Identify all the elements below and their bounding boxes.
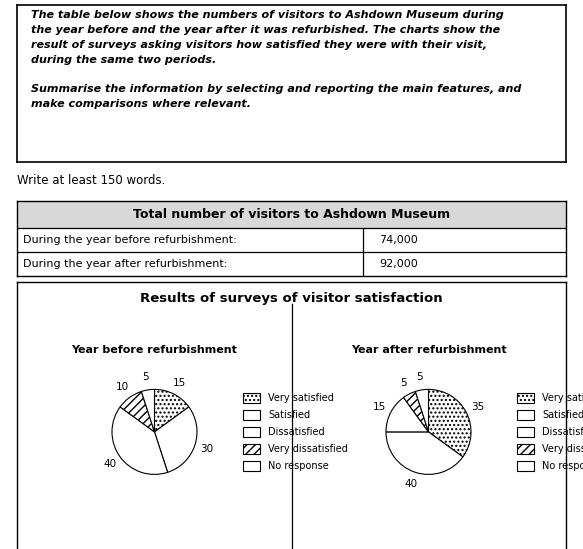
Bar bbox=[17, 201, 566, 228]
Text: 5: 5 bbox=[416, 372, 423, 382]
Legend: Very satisfied, Satisfied, Dissatisfied, Very dissatisfied, No response: Very satisfied, Satisfied, Dissatisfied,… bbox=[239, 389, 352, 475]
Title: Year after refurbishment: Year after refurbishment bbox=[351, 345, 506, 355]
Wedge shape bbox=[154, 407, 197, 472]
Text: Write at least 150 words.: Write at least 150 words. bbox=[17, 173, 166, 187]
Text: 74,000: 74,000 bbox=[379, 235, 418, 245]
Text: 40: 40 bbox=[103, 460, 117, 469]
Wedge shape bbox=[141, 389, 154, 432]
Wedge shape bbox=[386, 432, 463, 474]
Text: 15: 15 bbox=[173, 378, 186, 388]
Text: Results of surveys of visitor satisfaction: Results of surveys of visitor satisfacti… bbox=[140, 292, 443, 305]
Wedge shape bbox=[415, 389, 429, 432]
Wedge shape bbox=[120, 391, 154, 432]
Text: 92,000: 92,000 bbox=[379, 259, 418, 269]
Title: Year before refurbishment: Year before refurbishment bbox=[72, 345, 237, 355]
Legend: Very satisfied, Satisfied, Dissatisfied, Very dissatisfied, No response: Very satisfied, Satisfied, Dissatisfied,… bbox=[513, 389, 583, 475]
Text: 10: 10 bbox=[115, 382, 129, 392]
Text: 30: 30 bbox=[201, 444, 213, 454]
Text: Total number of visitors to Ashdown Museum: Total number of visitors to Ashdown Muse… bbox=[133, 208, 450, 221]
Wedge shape bbox=[386, 397, 429, 432]
Wedge shape bbox=[154, 389, 189, 432]
Wedge shape bbox=[429, 389, 471, 457]
Text: 40: 40 bbox=[405, 479, 418, 490]
Text: During the year before refurbishment:: During the year before refurbishment: bbox=[23, 235, 237, 245]
Text: 15: 15 bbox=[373, 402, 386, 412]
Text: 35: 35 bbox=[471, 402, 484, 412]
Text: The table below shows the numbers of visitors to Ashdown Museum during
the year : The table below shows the numbers of vis… bbox=[31, 10, 522, 109]
Text: 5: 5 bbox=[400, 378, 407, 388]
Text: During the year after refurbishment:: During the year after refurbishment: bbox=[23, 259, 227, 269]
Wedge shape bbox=[112, 407, 168, 474]
Wedge shape bbox=[403, 391, 429, 432]
Text: 5: 5 bbox=[142, 372, 149, 382]
